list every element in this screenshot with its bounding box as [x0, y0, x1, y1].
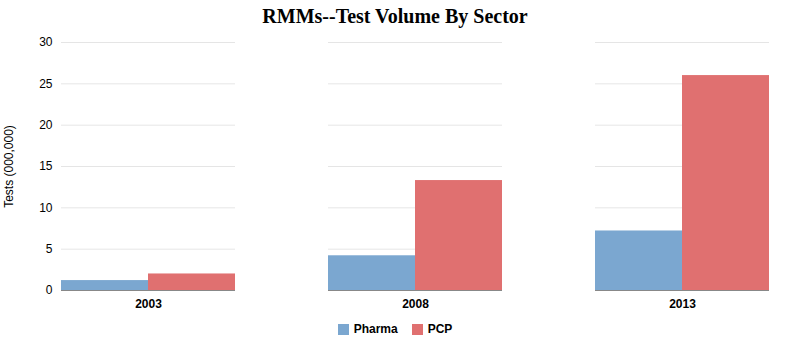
html-text:PCP: PCP	[427, 322, 453, 336]
svg-text:5: 5	[46, 242, 53, 256]
svg-text:2003: 2003	[135, 297, 162, 311]
svg-text:10: 10	[39, 201, 53, 215]
svg-text:20: 20	[39, 118, 53, 132]
svg-text:0: 0	[46, 283, 53, 297]
svg-text:30: 30	[39, 35, 53, 49]
svg-text:2013: 2013	[669, 297, 696, 311]
svg-text:Tests (000,000): Tests (000,000)	[2, 125, 16, 208]
svg-text:2008: 2008	[402, 297, 429, 311]
svg-text:15: 15	[39, 159, 53, 173]
html-text:RMMs--Test Volume By Sector: RMMs--Test Volume By Sector	[262, 5, 528, 27]
svg-text:25: 25	[39, 77, 53, 91]
html-text:Pharma: Pharma	[353, 322, 398, 336]
